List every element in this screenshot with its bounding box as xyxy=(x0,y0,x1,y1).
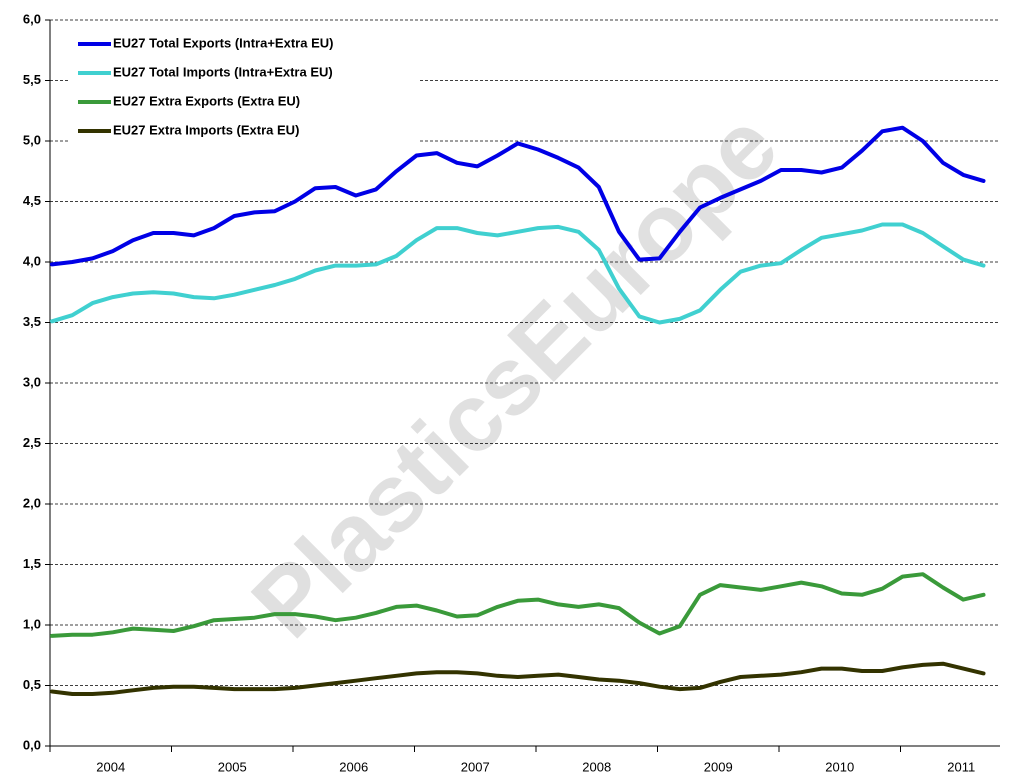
legend-label: EU27 Total Exports (Intra+Extra EU) xyxy=(113,35,333,50)
series-line xyxy=(50,572,986,638)
x-tick-label: 2004 xyxy=(96,759,125,774)
series-line xyxy=(50,661,986,696)
y-tick-label: 1,0 xyxy=(23,616,41,631)
x-tick-label: 2011 xyxy=(947,759,975,774)
legend-label: EU27 Extra Exports (Extra EU) xyxy=(113,93,300,108)
y-tick-label: 1,5 xyxy=(23,556,41,571)
y-tick-label: 5,5 xyxy=(23,72,41,87)
x-tick-label: 2005 xyxy=(218,759,247,774)
watermark: PlasticsEurope xyxy=(232,92,798,658)
y-tick-label: 6,0 xyxy=(23,11,41,26)
y-tick-label: 4,0 xyxy=(23,253,41,268)
legend-label: EU27 Total Imports (Intra+Extra EU) xyxy=(113,64,333,79)
y-tick-label: 4,5 xyxy=(23,193,41,208)
series-line xyxy=(50,125,986,267)
y-tick-label: 2,0 xyxy=(23,495,41,510)
y-tick-label: 0,5 xyxy=(23,677,41,692)
x-tick-label: 2006 xyxy=(339,759,368,774)
x-tick-label: 2007 xyxy=(461,759,490,774)
y-tick-label: 2,5 xyxy=(23,435,41,450)
y-tick-label: 5,0 xyxy=(23,132,41,147)
x-tick-label: 2010 xyxy=(825,759,854,774)
x-tick-label: 2009 xyxy=(704,759,733,774)
legend xyxy=(70,30,420,148)
y-tick-label: 0,0 xyxy=(23,737,41,752)
legend-label: EU27 Extra Imports (Extra EU) xyxy=(113,122,299,137)
series-line xyxy=(50,222,986,325)
y-tick-label: 3,0 xyxy=(23,374,41,389)
x-tick-label: 2008 xyxy=(582,759,611,774)
y-tick-label: 3,5 xyxy=(23,314,41,329)
